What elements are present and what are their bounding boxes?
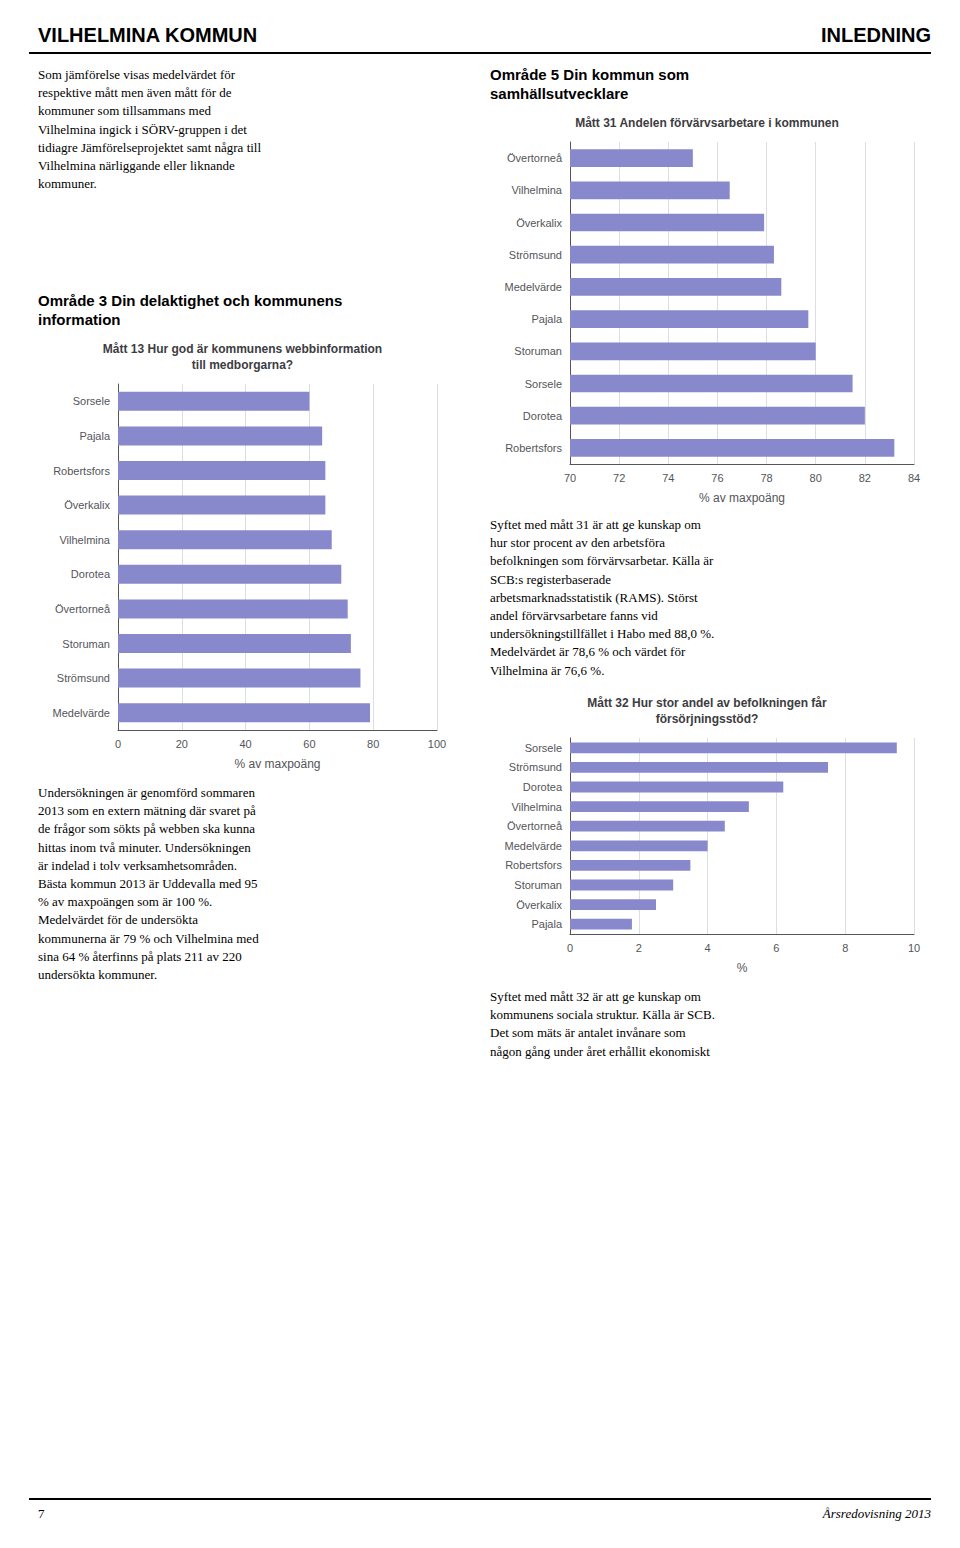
svg-text:Övertorneå: Övertorneå [507,152,563,164]
html-text:Område 3 Din delaktighet och k: Område 3 Din delaktighet och kommunens i… [38,292,343,328]
svg-text:72: 72 [613,472,625,484]
svg-text:Övertorneå: Övertorneå [55,603,111,615]
svg-text:0: 0 [115,738,121,750]
svg-text:försörjningsstöd?: försörjningsstöd? [656,712,759,726]
svg-text:0: 0 [567,942,573,954]
svg-text:60: 60 [303,738,315,750]
svg-text:Sorsele: Sorsele [525,742,562,754]
svg-text:till medborgarna?: till medborgarna? [192,358,293,372]
svg-text:Mått 13 Hur god är kommunens w: Mått 13 Hur god är kommunens webbinforma… [103,342,382,356]
svg-text:100: 100 [428,738,446,750]
html-text:Undersökningen är genomförd so: Undersökningen är genomförd sommaren 201… [38,785,259,982]
html-text:INLEDNING: INLEDNING [821,24,931,46]
svg-text:4: 4 [705,942,711,954]
svg-text:80: 80 [810,472,822,484]
svg-text:Mått 31 Andelen förvärvsarbeta: Mått 31 Andelen förvärvsarbetare i kommu… [575,116,839,130]
svg-text:Storuman: Storuman [514,345,562,357]
svg-text:76: 76 [711,472,723,484]
html-text:VILHELMINA KOMMUN: VILHELMINA KOMMUN [38,24,258,46]
svg-text:Pajala: Pajala [531,918,562,930]
svg-text:Dorotea: Dorotea [71,568,111,580]
svg-text:40: 40 [239,738,251,750]
svg-text:Storuman: Storuman [62,638,110,650]
svg-text:Sorsele: Sorsele [73,395,110,407]
html-text:Syftet med mått 32 är att ge k: Syftet med mått 32 är att ge kunskap om … [490,989,715,1059]
html-text:7: 7 [38,1506,45,1521]
svg-text:20: 20 [176,738,188,750]
svg-text:Strömsund: Strömsund [509,761,562,773]
svg-text:Överkalix: Överkalix [516,899,562,911]
svg-text:Dorotea: Dorotea [523,781,563,793]
svg-text:10: 10 [908,942,920,954]
html-text:Årsredovisning 2013: Årsredovisning 2013 [822,1506,931,1521]
svg-text:% av maxpoäng: % av maxpoäng [234,757,320,771]
svg-text:% av maxpoäng: % av maxpoäng [699,491,785,505]
svg-text:Medelvärde: Medelvärde [505,840,562,852]
svg-text:74: 74 [662,472,674,484]
svg-text:%: % [737,961,748,975]
svg-text:70: 70 [564,472,576,484]
svg-text:84: 84 [908,472,920,484]
html-text:Som jämförelse visas medelvärd: Som jämförelse visas medelvärdet för res… [38,67,262,192]
svg-text:Mått 32 Hur stor andel av befo: Mått 32 Hur stor andel av befolkningen f… [587,696,827,710]
svg-text:Övertorneå: Övertorneå [507,820,563,832]
svg-text:2: 2 [636,942,642,954]
svg-text:Strömsund: Strömsund [57,672,110,684]
svg-text:Vilhelmina: Vilhelmina [59,534,110,546]
html-text:Område 5 Din kommun som samhäl: Område 5 Din kommun som samhällsutveckla… [490,66,690,102]
svg-text:Strömsund: Strömsund [509,249,562,261]
html-text:Syftet med mått 31 är att ge k: Syftet med mått 31 är att ge kunskap om … [490,517,715,678]
svg-text:82: 82 [859,472,871,484]
svg-text:Överkalix: Överkalix [516,217,562,229]
svg-text:Överkalix: Överkalix [64,499,110,511]
svg-text:78: 78 [760,472,772,484]
svg-text:Medelvärde: Medelvärde [505,281,562,293]
svg-text:Robertsfors: Robertsfors [53,465,110,477]
svg-text:Medelvärde: Medelvärde [53,707,110,719]
svg-text:Robertsfors: Robertsfors [505,442,562,454]
svg-text:Robertsfors: Robertsfors [505,859,562,871]
svg-text:Dorotea: Dorotea [523,410,563,422]
svg-text:Sorsele: Sorsele [525,378,562,390]
svg-text:Storuman: Storuman [514,879,562,891]
svg-text:Pajala: Pajala [531,313,562,325]
svg-text:80: 80 [367,738,379,750]
svg-text:Pajala: Pajala [79,430,110,442]
svg-text:Vilhelmina: Vilhelmina [511,801,562,813]
svg-text:8: 8 [842,942,848,954]
svg-text:6: 6 [773,942,779,954]
svg-text:Vilhelmina: Vilhelmina [511,184,562,196]
